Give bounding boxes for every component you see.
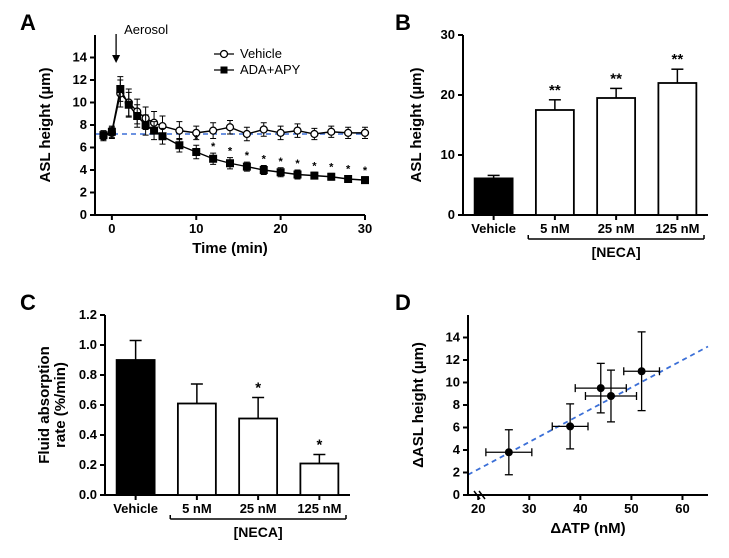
svg-text:12: 12 (446, 352, 460, 367)
svg-text:0: 0 (108, 221, 115, 236)
svg-text:*: * (295, 158, 300, 170)
svg-text:1.2: 1.2 (79, 307, 97, 322)
svg-text:*: * (211, 141, 216, 153)
svg-text:20: 20 (471, 501, 485, 516)
svg-text:12: 12 (73, 72, 87, 87)
svg-text:0: 0 (80, 207, 87, 222)
svg-text:8: 8 (80, 117, 87, 132)
svg-text:*: * (346, 164, 351, 176)
svg-text:1.0: 1.0 (79, 337, 97, 352)
svg-text:10: 10 (446, 375, 460, 390)
svg-text:*: * (316, 437, 322, 454)
svg-text:0.2: 0.2 (79, 457, 97, 472)
svg-text:*: * (262, 154, 267, 166)
svg-text:ASL height (µm): ASL height (µm) (408, 67, 425, 182)
svg-text:30: 30 (358, 221, 372, 236)
svg-text:ADA+APY: ADA+APY (240, 62, 301, 77)
svg-text:20: 20 (441, 87, 455, 102)
svg-text:*: * (255, 380, 261, 397)
panel-c-chart: 0.0 0.2 0.4 0.6 0.8 1.0 1.2 Vehicle 5 nM * 25 nM * 1… (30, 300, 375, 550)
svg-text:**: ** (610, 70, 622, 87)
svg-text:40: 40 (573, 501, 587, 516)
svg-text:Vehicle: Vehicle (113, 501, 158, 516)
svg-text:30: 30 (522, 501, 536, 516)
svg-text:0.4: 0.4 (79, 427, 98, 442)
svg-text:5 nM: 5 nM (182, 501, 212, 516)
svg-text:[NECA]: [NECA] (592, 244, 641, 260)
svg-text:30: 30 (441, 27, 455, 42)
svg-text:50: 50 (624, 501, 638, 516)
svg-text:8: 8 (453, 397, 460, 412)
svg-text:6: 6 (80, 140, 87, 155)
svg-text:2: 2 (453, 465, 460, 480)
svg-text:2: 2 (80, 185, 87, 200)
svg-text:Fluid absorption: Fluid absorption (36, 346, 53, 464)
svg-text:[NECA]: [NECA] (234, 524, 283, 540)
svg-text:14: 14 (73, 50, 88, 65)
svg-text:Aerosol: Aerosol (124, 22, 168, 37)
svg-text:**: ** (549, 82, 561, 99)
svg-text:0.6: 0.6 (79, 397, 97, 412)
svg-text:0: 0 (448, 207, 455, 222)
svg-text:rate (%/min): rate (%/min) (52, 362, 69, 448)
svg-text:*: * (329, 161, 334, 173)
svg-text:0.8: 0.8 (79, 367, 97, 382)
svg-text:25 nM: 25 nM (240, 501, 277, 516)
svg-text:Vehicle: Vehicle (471, 221, 516, 236)
panel-d-chart: 0 2 4 6 8 10 12 14 20 30 40 50 60 ΔATP (nM) ΔASL heigh… (398, 300, 723, 550)
svg-text:60: 60 (675, 501, 689, 516)
svg-text:5 nM: 5 nM (540, 221, 570, 236)
svg-text:125 nM: 125 nM (655, 221, 699, 236)
svg-text:*: * (278, 156, 283, 168)
svg-text:*: * (363, 165, 368, 177)
svg-text:*: * (245, 150, 250, 162)
svg-text:*: * (194, 133, 199, 145)
svg-text:10: 10 (189, 221, 203, 236)
svg-text:ASL height (µm): ASL height (µm) (37, 67, 54, 182)
svg-text:**: ** (672, 51, 684, 68)
svg-text:10: 10 (73, 95, 87, 110)
svg-text:4: 4 (453, 442, 461, 457)
svg-text:4: 4 (80, 162, 88, 177)
panel-a-chart: 0 2 4 6 8 10 12 14 0 10 20 30 Time (min) ASL height (… (30, 20, 375, 270)
svg-text:25 nM: 25 nM (598, 221, 635, 236)
svg-text:*: * (312, 160, 317, 172)
svg-text:ΔATP (nM): ΔATP (nM) (550, 520, 625, 537)
svg-text:10: 10 (441, 147, 455, 162)
figure-root: A 024681012140102030Time (min)ASL height… (0, 0, 729, 558)
svg-text:0: 0 (453, 487, 460, 502)
svg-text:14: 14 (446, 330, 461, 345)
svg-text:*: * (228, 146, 233, 158)
svg-text:Time (min): Time (min) (192, 240, 268, 257)
panel-b-chart: 0 10 20 30 Vehicle ** 5 nM ** 25 nM ** 125 nM ASL h… (398, 20, 723, 270)
svg-text:6: 6 (453, 420, 460, 435)
svg-text:125 nM: 125 nM (297, 501, 341, 516)
svg-text:0.0: 0.0 (79, 487, 97, 502)
svg-text:Vehicle: Vehicle (240, 46, 282, 61)
svg-text:20: 20 (273, 221, 287, 236)
svg-text:ΔASL height (µm): ΔASL height (µm) (410, 342, 427, 468)
